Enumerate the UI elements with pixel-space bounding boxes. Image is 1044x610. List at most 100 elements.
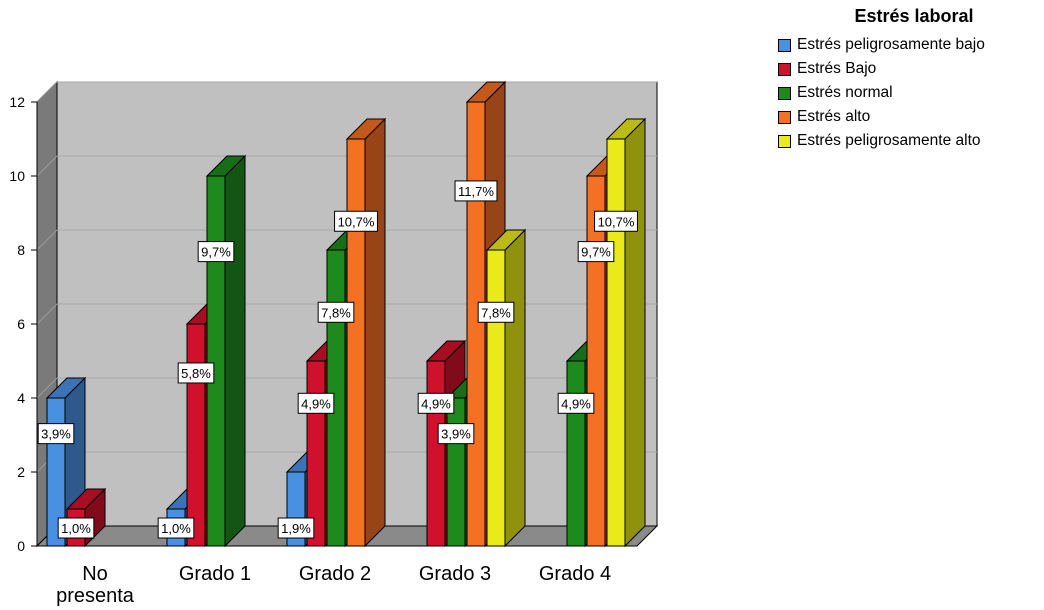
- x-tick-label-line: presenta: [56, 585, 135, 607]
- data-label: 4,9%: [417, 392, 455, 414]
- data-label: 11,7%: [454, 180, 498, 202]
- data-label-box: [157, 517, 195, 539]
- bar-front: [486, 249, 506, 547]
- data-label: 10,7%: [334, 210, 378, 232]
- data-label-text: 4,9%: [301, 396, 331, 411]
- y-tick-label: 0: [17, 538, 25, 554]
- legend-label: Estrés peligrosamente bajo: [797, 36, 985, 53]
- legend: Estrés laboral Estrés peligrosamente baj…: [778, 6, 1040, 153]
- data-label-box: [334, 210, 378, 232]
- x-tick-label-line: Grado 2: [299, 563, 371, 585]
- legend-label: Estrés Bajo: [797, 60, 877, 77]
- data-label: 4,9%: [297, 392, 335, 414]
- data-label: 5,8%: [177, 362, 215, 384]
- bar: [205, 154, 247, 548]
- data-label-text: 3,9%: [41, 427, 71, 442]
- data-label-box: [454, 180, 498, 202]
- bar: [605, 117, 647, 548]
- data-label-box: [594, 210, 638, 232]
- y-tick-label: 8: [17, 242, 25, 258]
- data-label-text: 7,8%: [481, 305, 511, 320]
- x-tick-label: Grado 1: [179, 563, 251, 585]
- data-label-text: 4,9%: [561, 396, 591, 411]
- bar-front: [446, 397, 466, 547]
- legend-item-peligrosamente-bajo: Estrés peligrosamente bajo: [778, 33, 1040, 57]
- gridline-left: [36, 377, 58, 399]
- y-tick-label: 12: [9, 94, 25, 110]
- bar-front: [586, 175, 606, 547]
- x-tick-label: Grado 3: [419, 563, 491, 585]
- data-label-box: [277, 517, 315, 539]
- legend-swatch: [778, 38, 791, 52]
- data-label-text: 10,7%: [338, 214, 375, 229]
- data-label: 1,0%: [157, 517, 195, 539]
- data-label: 9,7%: [577, 241, 615, 263]
- bar: [485, 228, 527, 548]
- data-label-box: [317, 301, 355, 323]
- x-tick-label-line: No: [82, 563, 108, 585]
- data-label: 9,7%: [197, 241, 235, 263]
- data-label-text: 1,9%: [281, 521, 311, 536]
- data-label-box: [177, 362, 215, 384]
- data-label-text: 3,9%: [441, 427, 471, 442]
- data-label-text: 1,0%: [61, 521, 91, 536]
- data-label-box: [37, 423, 75, 445]
- bar-front: [426, 360, 446, 547]
- gridline-left: [36, 155, 58, 177]
- legend-label: Estrés alto: [797, 108, 871, 125]
- data-label: 7,8%: [317, 301, 355, 323]
- data-label: 1,0%: [57, 517, 95, 539]
- bar: [345, 117, 387, 548]
- data-label: 7,8%: [477, 301, 515, 323]
- data-label-text: 7,8%: [321, 305, 351, 320]
- bar-front: [606, 138, 626, 547]
- x-tick-label-line: Grado 4: [539, 563, 611, 585]
- y-tick-label: 4: [17, 390, 25, 406]
- gridline-left: [36, 81, 58, 103]
- x-tick-label: Grado 4: [539, 563, 611, 585]
- legend-item-normal: Estrés normal: [778, 81, 1040, 105]
- legend-item-bajo: Estrés Bajo: [778, 57, 1040, 81]
- y-tick-label: 10: [9, 168, 25, 184]
- x-tick-label: Grado 2: [299, 563, 371, 585]
- legend-item-alto: Estrés alto: [778, 105, 1040, 129]
- data-label: 3,9%: [37, 423, 75, 445]
- data-label: 1,9%: [277, 517, 315, 539]
- data-label-box: [197, 241, 235, 263]
- bar-side: [224, 154, 246, 548]
- data-label-box: [297, 392, 335, 414]
- data-label-text: 9,7%: [581, 245, 611, 260]
- bar-side: [364, 117, 386, 548]
- legend-title: Estrés laboral: [854, 6, 974, 26]
- bar-side: [504, 228, 526, 548]
- bar-front: [206, 175, 226, 547]
- bar-front: [346, 138, 366, 547]
- legend-label: Estrés peligrosamente alto: [797, 132, 981, 149]
- data-label: 4,9%: [557, 392, 595, 414]
- bar-front: [186, 323, 206, 547]
- data-label-text: 5,8%: [181, 366, 211, 381]
- data-label-text: 1,0%: [161, 521, 191, 536]
- legend-swatch: [778, 86, 791, 100]
- data-label-box: [557, 392, 595, 414]
- legend-swatch: [778, 62, 791, 76]
- data-label: 3,9%: [437, 423, 475, 445]
- x-tick-label-line: Grado 1: [179, 563, 251, 585]
- y-tick-label: 6: [17, 316, 25, 332]
- bar-front: [566, 360, 586, 547]
- data-label-box: [477, 301, 515, 323]
- data-label-text: 11,7%: [458, 184, 494, 199]
- legend-label: Estrés normal: [797, 84, 893, 101]
- data-label-box: [57, 517, 95, 539]
- data-label-box: [417, 392, 455, 414]
- legend-swatch: [778, 134, 791, 148]
- x-tick-label-line: Grado 3: [419, 563, 491, 585]
- data-label: 10,7%: [594, 210, 638, 232]
- data-label-box: [577, 241, 615, 263]
- legend-item-peligrosamente-alto: Estrés peligrosamente alto: [778, 129, 1040, 153]
- gridline-left: [36, 229, 58, 251]
- bar-side: [624, 117, 646, 548]
- legend-swatch: [778, 110, 791, 124]
